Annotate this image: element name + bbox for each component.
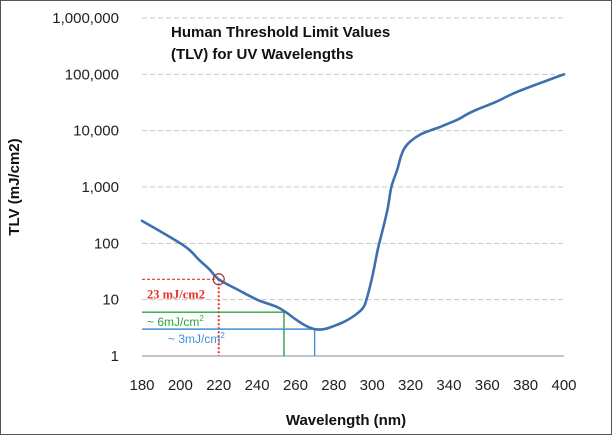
- y-axis-ticks: 1 10 100 1,000 10,000 100,000 1,000,000: [52, 10, 119, 365]
- annotation-label-green: ~ 6mJ/cm2: [147, 314, 204, 329]
- annotation-label-red: 23 mJ/cm2: [147, 287, 205, 301]
- x-tick-label: 240: [245, 377, 270, 394]
- y-tick-label: 1: [111, 348, 119, 365]
- annotations: [142, 278, 316, 356]
- y-axis-label: TLV (mJ/cm2): [6, 138, 23, 235]
- chart-title-line-1: Human Threshold Limit Values: [171, 24, 390, 41]
- x-tick-label: 180: [129, 377, 154, 394]
- x-axis-label: Wavelength (nm): [286, 412, 406, 429]
- x-tick-label: 260: [283, 377, 308, 394]
- annotation-labels: 23 mJ/cm2 ~ 6mJ/cm2 ~ 3mJ/cm2: [147, 273, 225, 346]
- x-tick-label: 200: [168, 377, 193, 394]
- y-tick-label: 10,000: [73, 123, 119, 140]
- chart-title-line-2: (TLV) for UV Wavelengths: [171, 46, 354, 63]
- x-tick-label: 220: [206, 377, 231, 394]
- y-tick-label: 100: [94, 235, 119, 252]
- x-tick-label: 320: [398, 377, 423, 394]
- x-tick-label: 340: [436, 377, 461, 394]
- y-tick-label: 1,000,000: [52, 10, 119, 27]
- x-axis-ticks: 180 200 220 240 260 280 300 320 340 360 380 400: [129, 377, 576, 394]
- tlv-curve: [140, 73, 566, 331]
- x-tick-label: 400: [551, 377, 576, 394]
- x-tick-label: 300: [360, 377, 385, 394]
- y-tick-label: 10: [102, 292, 119, 309]
- annotation-marker-circle: [212, 273, 225, 286]
- x-tick-label: 380: [513, 377, 538, 394]
- grid-lines: [142, 17, 564, 357]
- y-tick-label: 1,000: [81, 179, 119, 196]
- x-tick-label: 360: [475, 377, 500, 394]
- annotation-label-blue: ~ 3mJ/cm2: [168, 331, 225, 346]
- y-tick-label: 100,000: [65, 66, 119, 83]
- x-tick-label: 280: [321, 377, 346, 394]
